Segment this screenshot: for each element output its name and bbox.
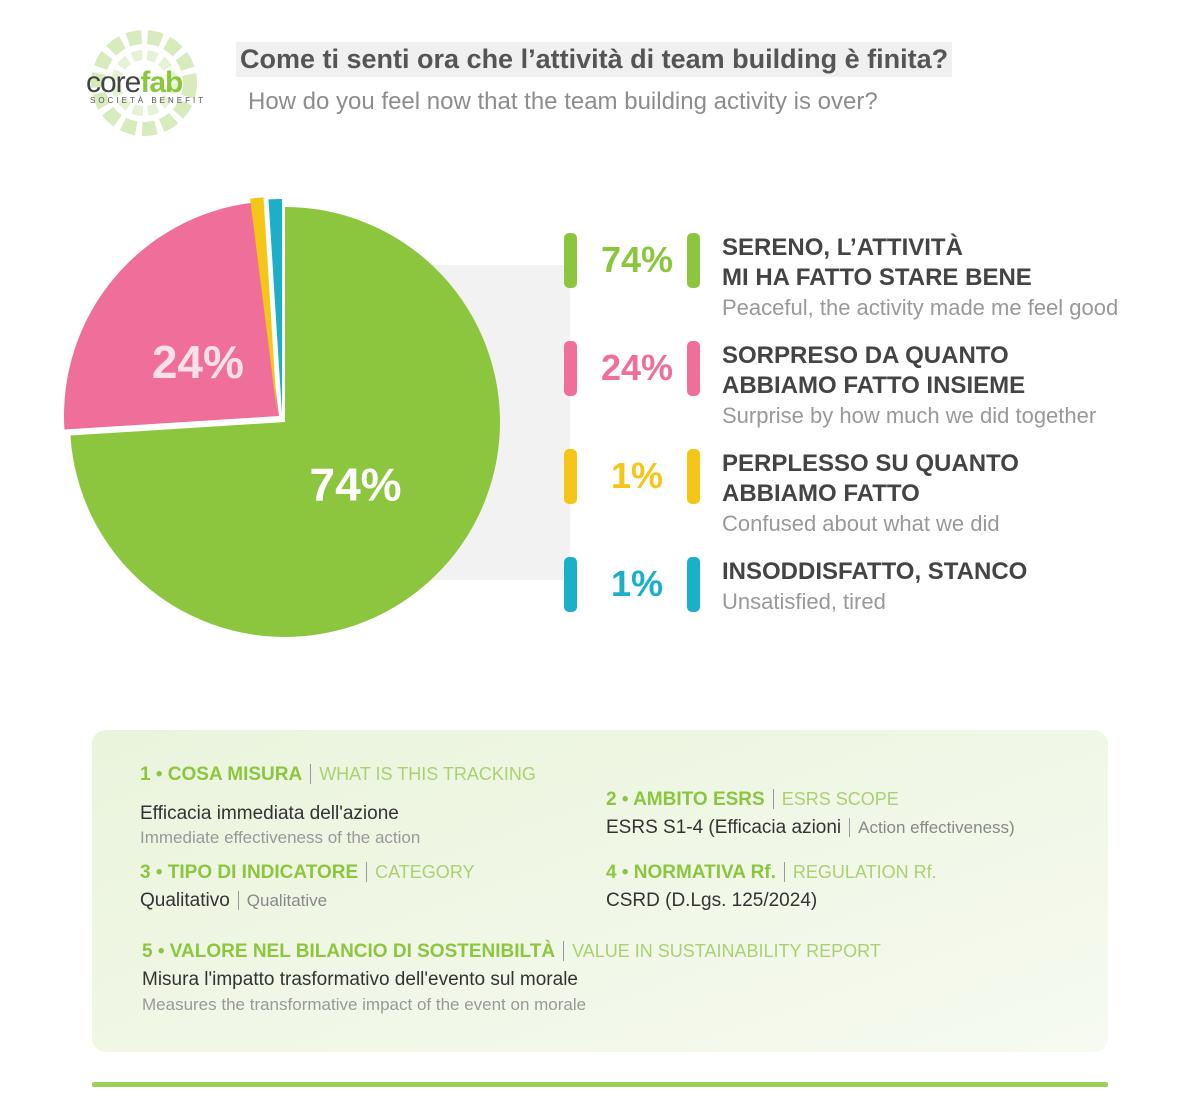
legend-label: INSODDISFATTO, STANCO [722,558,1028,585]
pie-slice [268,199,282,414]
info-value-it: Efficacia immediata dell'azione [140,803,399,824]
pie-chart: 74% 24% [64,197,501,637]
info-title-en: ESRS SCOPE [772,789,899,809]
info-value-en: Action effectiveness) [849,818,1015,837]
logo-tagline: SOCIETÀ BENEFIT [90,96,207,105]
legend-translation: Peaceful, the activity made me feel good [722,295,1119,320]
pie-slice [250,197,277,412]
legend-value: 1% [610,455,664,496]
info-title-it: 5 • VALORE NEL BILANCIO DI SOSTENIBILTÀ [142,941,556,962]
slice-label: 74% [309,458,401,510]
info-title-en: CATEGORY [366,862,475,882]
legend-label: PERPLESSO SU QUANTO ABBIAMO FATTO [722,450,1019,507]
legend-swatch [564,341,577,396]
info-title-it: 4 • NORMATIVA Rf. [606,862,776,883]
info-title-en: REGULATION Rf. [783,862,937,882]
info-value-en: Measures the transformative impact of th… [142,995,587,1014]
legend-swatch [687,449,700,504]
info-title-en: WHAT IS THIS TRACKING [310,764,536,784]
logo-mark [91,30,197,136]
legend-value: 1% [610,563,664,604]
legend-label: SERENO, L’ATTIVITÀ MI HA FATTO STARE BEN… [722,234,1032,291]
info-value: Misura l'impatto trasformativo dell'even… [142,969,578,991]
logo-name: fab [140,66,183,99]
info-value: CSRD (D.Lgs. 125/2024) [606,890,817,912]
legend-translation: Confused about what we did [722,511,1000,536]
info-title: 4 • NORMATIVA Rf. REGULATION Rf. [606,862,937,884]
info-title-en: VALUE IN SUSTAINABILITY REPORT [563,941,881,961]
legend-swatch [687,341,700,396]
legend-swatch [564,449,577,504]
legend-value: 24% [600,347,674,388]
info-value-it: Qualitativo [140,890,230,911]
info-title: 2 • AMBITO ESRS ESRS SCOPE [606,789,899,811]
pie-slice [64,202,279,430]
logo: corefab [86,66,183,100]
legend-value: 74% [600,239,674,280]
chart-subtitle: How do you feel now that the team buildi… [248,88,878,115]
info-value-it: CSRD (D.Lgs. 125/2024) [606,890,818,911]
info-title-it: 1 • COSA MISURA [140,764,303,785]
divider [92,1082,1108,1087]
slice-label: 24% [152,336,244,388]
legend-swatch [687,557,700,612]
info-title-it: 2 • AMBITO ESRS [606,789,765,810]
info-value-it: ESRS S1-4 (Efficacia azioni [606,817,842,838]
info-value: Qualitativo Qualitative [140,890,328,912]
info-value: Efficacia immediata dell'azione [140,803,399,825]
info-value-en: Qualitative [237,891,328,910]
legend-translation: Surprise by how much we did together [722,403,1097,428]
info-value-en: Immediate effectiveness of the action [140,828,421,847]
info-value: ESRS S1-4 (Efficacia azioni Action effect… [606,817,1015,839]
legend-label: SORPRESO DA QUANTO ABBIAMO FATTO INSIEME [722,342,1026,399]
legend-swatch [564,557,577,612]
legend-translation: Unsatisfied, tired [722,589,886,614]
info-title: 3 • TIPO DI INDICATORE CATEGORY [140,862,475,884]
info-title: 5 • VALORE NEL BILANCIO DI SOSTENIBILTÀ V… [142,941,881,963]
logo-name: core [86,66,141,99]
chart-title: Come ti senti ora che l’attività di team… [236,42,953,77]
legend-swatch [564,233,577,288]
info-panel [92,730,1108,1052]
info-title-it: 3 • TIPO DI INDICATORE [140,862,359,883]
info-value-it: Misura l'impatto trasformativo dell'even… [142,969,578,990]
legend-swatch [687,233,700,288]
info-title: 1 • COSA MISURA WHAT IS THIS TRACKING [140,764,536,786]
pie-slice [70,207,501,637]
